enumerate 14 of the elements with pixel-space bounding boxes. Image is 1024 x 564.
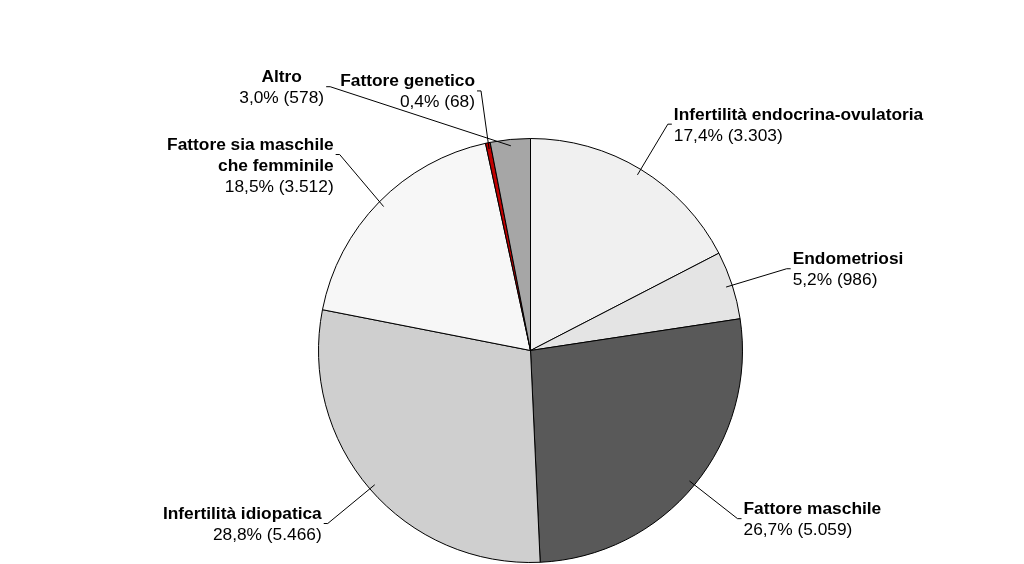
slice-label: Altro bbox=[261, 66, 302, 87]
slice-label: Fattore sia maschile che femminile bbox=[167, 134, 335, 176]
data-label: 0,4% (68) bbox=[399, 91, 476, 112]
data-label: 17,4% (3.303) bbox=[673, 124, 783, 145]
data-label: 28,8% (5.466) bbox=[212, 524, 322, 545]
slice-label: Fattore maschile bbox=[743, 498, 882, 519]
data-label: 26,7% (5.059) bbox=[743, 519, 853, 540]
slice-label: Fattore genetico bbox=[340, 70, 476, 91]
slice-label: Infertilità idiopatica bbox=[162, 503, 323, 524]
slice-label: Endometriosi bbox=[792, 248, 904, 269]
data-label: 3,0% (578) bbox=[239, 87, 325, 108]
data-label: 18,5% (3.512) bbox=[224, 176, 334, 197]
data-label: 5,2% (986) bbox=[792, 269, 878, 290]
slice-label: Infertilità endocrina-ovulatoria bbox=[673, 103, 924, 124]
